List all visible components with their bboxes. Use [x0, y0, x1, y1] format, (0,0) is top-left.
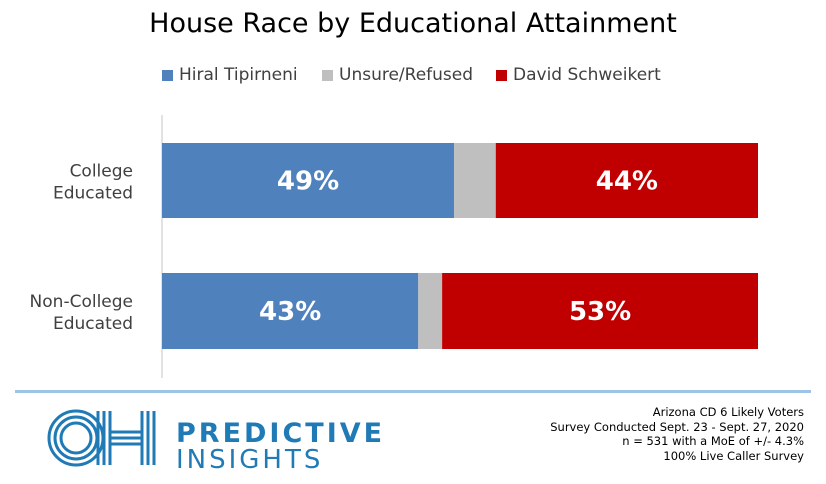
brand-logo: PREDICTIVE INSIGHTS	[46, 404, 386, 476]
chart-title: House Race by Educational Attainment	[149, 8, 677, 39]
footer-divider	[15, 390, 811, 393]
bar-value-label: 44%	[596, 167, 658, 197]
footnote-line-1: Arizona CD 6 Likely Voters	[652, 405, 804, 419]
category-label: Non-College Educated	[30, 292, 133, 334]
legend-swatch-schweikert	[496, 69, 507, 81]
legend-swatch-tipirneni	[162, 69, 173, 81]
bar-segment	[162, 273, 419, 349]
footnote-line-4: 100% Live Caller Survey	[663, 448, 804, 463]
legend-item-unsure: Unsure/Refused	[322, 63, 473, 87]
chart-legend: Hiral Tipirneni Unsure/Refused David Sch…	[0, 63, 826, 87]
legend-item-tipirneni: Hiral Tipirneni	[162, 63, 298, 87]
legend-label-schweikert: David Schweikert	[513, 65, 661, 85]
brand-name-top: PREDICTIVE	[176, 418, 386, 449]
bar-value-label: 43%	[259, 297, 321, 327]
bar-segment	[495, 143, 758, 218]
bar-segment	[418, 273, 443, 349]
brand-name-bottom: INSIGHTS	[176, 445, 324, 475]
legend-item-schweikert: David Schweikert	[496, 63, 661, 87]
bar-segment	[442, 273, 758, 349]
legend-label-tipirneni: Hiral Tipirneni	[179, 65, 298, 85]
bar-value-label: 49%	[277, 167, 339, 197]
oh-logo-icon	[47, 409, 156, 467]
footnote-line-3: n = 531 with a MoE of +/- 4.3%	[622, 434, 804, 448]
survey-footnote: Arizona CD 6 Likely Voters Survey Conduc…	[550, 405, 804, 463]
bar-value-label: 53%	[569, 297, 631, 327]
bar-segment	[454, 143, 496, 218]
legend-label-unsure: Unsure/Refused	[339, 65, 474, 85]
bar-segment	[162, 143, 455, 218]
category-label: College Educated	[53, 162, 133, 204]
footnote-line-2: Survey Conducted Sept. 23 - Sept. 27, 20…	[550, 419, 804, 434]
legend-swatch-unsure	[322, 69, 333, 81]
